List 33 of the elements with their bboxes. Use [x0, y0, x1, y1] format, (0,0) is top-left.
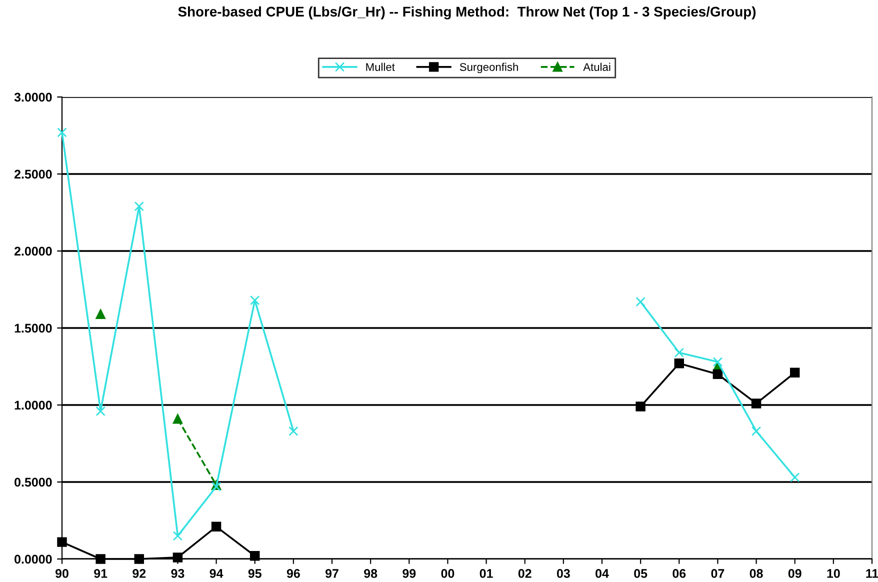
x-tick-label: 99 [402, 569, 416, 578]
x-tick-label: 92 [132, 569, 146, 578]
x-tick-label: 93 [171, 569, 184, 578]
y-tick-label: 2.0000 [14, 246, 52, 256]
x-tick-label: 96 [286, 569, 300, 578]
x-tick-label: 01 [480, 569, 493, 578]
y-tick-label: 0.0000 [14, 554, 52, 564]
x-tick-label: 97 [325, 569, 338, 578]
x-tick-label: 03 [556, 569, 570, 578]
y-tick-label: 2.5000 [14, 170, 52, 179]
y-tick-label: 1.0000 [14, 400, 52, 410]
x-tick-label: 09 [788, 569, 802, 578]
x-tick-label: 04 [596, 569, 609, 578]
x-tick-label: 11 [866, 569, 878, 578]
x-tick-label: 10 [827, 569, 840, 578]
y-tick-label: 3.0000 [14, 92, 52, 102]
legend-label: Atulai [583, 62, 610, 71]
x-tick-label: 00 [441, 569, 454, 578]
x-tick-label: 07 [711, 569, 724, 578]
x-tick-label: 98 [364, 569, 378, 578]
x-tick-label: 94 [210, 569, 224, 578]
legend-label: Surgeonfish [460, 62, 518, 74]
x-tick-label: 91 [94, 569, 108, 578]
chart-title: Shore-based CPUE (Lbs/Gr_Hr) -- Fishing Method: Throw Net (Top 1 - 3 Species/Group) [178, 6, 756, 20]
y-tick-label: 1.5000 [14, 324, 52, 333]
x-tick-label: 95 [248, 569, 262, 578]
x-tick-label: 90 [55, 569, 68, 578]
x-tick-label: 06 [672, 569, 686, 578]
x-tick-label: 05 [634, 569, 648, 578]
legend-label: Mullet [366, 62, 395, 71]
x-tick-label: 02 [518, 569, 532, 578]
x-tick-label: 08 [750, 569, 763, 578]
y-tick-label: 0.5000 [14, 478, 52, 487]
